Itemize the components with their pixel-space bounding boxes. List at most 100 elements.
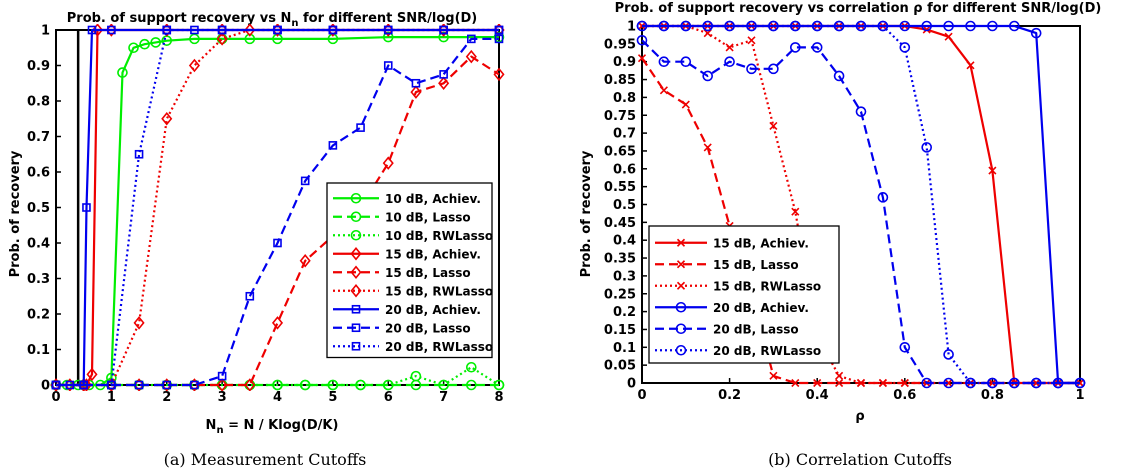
chart-b-xtick-label: 1 bbox=[1075, 388, 1084, 403]
chart-a-legend-label: 20 dB, RWLasso bbox=[385, 340, 493, 354]
chart-a-series-20-db-lasso-point bbox=[273, 238, 282, 248]
chart-a-ytick-label: 1 bbox=[41, 24, 50, 39]
chart-b-series-20-db-achiev-point bbox=[987, 20, 998, 32]
chart-b-legend-label: 20 dB, Achiev. bbox=[713, 301, 809, 315]
chart-a-series-20-db-rwlasso-point bbox=[162, 25, 172, 35]
chart-b-series-group bbox=[636, 20, 1086, 389]
chart-a-series-10-db-rwlasso-point bbox=[327, 379, 339, 391]
chart-a-series-20-db-lasso-point bbox=[328, 141, 338, 150]
chart-b-legend: 15 dB, Achiev. 15 dB, Lasso 15 dB, RWLasso… bbox=[648, 225, 840, 364]
chart-a-series-group bbox=[50, 24, 505, 391]
chart-b-series-15-db-achiev-point bbox=[922, 25, 931, 34]
chart-b-series-20-db-achiev-point bbox=[1030, 27, 1042, 39]
chart-a-title: Prob. of support recovery vs Nn for diff… bbox=[67, 11, 478, 29]
chart-b-legend-swatch-marker bbox=[675, 323, 687, 335]
chart-b-plot-area: 0 0.2 0.4 0.6 0.8 100.050.10.150.20.250.30.35… bbox=[604, 20, 1086, 403]
chart-b-series-20-db-rwlasso-point bbox=[855, 20, 867, 32]
chart-b-ytick-label: 0 bbox=[627, 377, 636, 392]
chart-a-legend-swatch-marker bbox=[350, 283, 362, 298]
chart-a-xtick-label: 3 bbox=[218, 390, 227, 405]
chart-a-legend-swatch-marker bbox=[351, 323, 361, 333]
chart-a-series-10-db-rwlasso-point bbox=[493, 379, 505, 391]
chart-b-ytick-label: 0.6 bbox=[613, 162, 636, 177]
chart-a-series-20-db-rwlasso-point bbox=[51, 380, 61, 390]
chart-a-legend-swatch-marker bbox=[350, 229, 362, 241]
chart-b-legend-label: 15 dB, RWLasso bbox=[713, 279, 821, 293]
chart-a-ytick-label: 0.5 bbox=[27, 201, 50, 216]
chart-b-series-15-db-achiev-point bbox=[944, 32, 953, 41]
chart-a-series-15-db-lasso-point bbox=[382, 156, 394, 170]
chart-b-ytick-label: 0.95 bbox=[604, 37, 636, 52]
chart-a-caption: (a) Measurement Cutoffs bbox=[164, 450, 367, 469]
chart-b-series-15-db-lasso-point bbox=[637, 54, 647, 63]
chart-a-series-15-db-achiev-point bbox=[91, 24, 104, 37]
chart-b-ytick-label: 0.2 bbox=[613, 305, 636, 320]
chart-a-series-20-db-achiev-point bbox=[107, 25, 116, 35]
chart-a-ytick-label: 0 bbox=[41, 379, 50, 394]
chart-b-ytick-label: 0.45 bbox=[604, 216, 636, 231]
chart-a-ytick-label: 0.9 bbox=[27, 59, 50, 74]
chart-b-title: Prob. of support recovery vs correlation… bbox=[615, 1, 1102, 16]
chart-a-xtick-label: 1 bbox=[107, 390, 116, 405]
chart-b-series-20-db-rwlasso-point bbox=[921, 142, 933, 153]
chart-b-series-15-db-rwlasso-point bbox=[856, 378, 866, 388]
chart-b-series-20-db-lasso-point bbox=[855, 106, 867, 117]
chart-a-legend: 10 dB, Achiev. 10 dB, Lasso 10 dB, RWLasso… bbox=[326, 182, 493, 359]
chart-b-series-15-db-rwlasso-line bbox=[642, 24, 1080, 385]
chart-a-series-20-db-rwlasso-point bbox=[217, 25, 227, 35]
chart-a-series-15-db-lasso-point bbox=[271, 316, 284, 330]
chart-a-series-10-db-achiev-point bbox=[189, 33, 200, 45]
chart-a-series-20-db-lasso-point bbox=[439, 70, 448, 79]
chart-b-series-20-db-lasso-point bbox=[811, 42, 823, 53]
chart-a-ylabel: Prob. of recovery bbox=[8, 150, 23, 277]
chart-b-series-20-db-rwlasso-point bbox=[1008, 377, 1020, 389]
chart-a-xlabel: Nn = N / Klog(D/K) bbox=[206, 418, 339, 436]
chart-b-series-20-db-lasso-line bbox=[641, 39, 1080, 385]
chart-a-series-20-db-rwlasso-line bbox=[56, 28, 499, 387]
chart-b-ytick-label: 0.7 bbox=[613, 127, 636, 142]
chart-b-series-20-db-rwlasso-point bbox=[943, 349, 954, 360]
chart-a-series-15-db-rwlasso-point bbox=[161, 111, 173, 126]
chart-a-series-15-db-lasso-point bbox=[410, 85, 422, 99]
chart-b-series-20-db-achiev-point bbox=[965, 20, 976, 32]
chart-a-series-10-db-rwlasso-point bbox=[466, 361, 477, 373]
chart-correlation-cutoffs: Prob. of support recovery vs correlation… bbox=[579, 1, 1101, 469]
chart-a-series-20-db-lasso-point bbox=[356, 123, 365, 132]
chart-b-series-20-db-lasso-point bbox=[658, 56, 670, 68]
chart-a-legend-swatch-marker bbox=[350, 211, 362, 223]
chart-a-legend-label: 15 dB, RWLasso bbox=[385, 284, 493, 298]
chart-a-series-10-db-lasso-point bbox=[466, 379, 477, 391]
chart-a-xtick-label: 4 bbox=[273, 390, 282, 405]
chart-b-series-20-db-rwlasso-point bbox=[1052, 377, 1064, 389]
chart-b-series-20-db-achiev-point bbox=[943, 20, 954, 32]
chart-b-series-20-db-lasso-point bbox=[877, 192, 889, 203]
chart-b-series-20-db-rwlasso-point bbox=[702, 20, 714, 32]
chart-b-series-20-db-lasso-point bbox=[746, 63, 757, 75]
chart-b-series-20-db-lasso-point bbox=[724, 56, 735, 68]
chart-a-series-10-db-achiev-point bbox=[128, 42, 139, 54]
chart-a-legend-swatch-marker bbox=[350, 246, 362, 261]
chart-b-ytick-label: 0.1 bbox=[613, 341, 636, 356]
chart-a-series-20-db-rwlasso-point bbox=[328, 25, 338, 35]
chart-a-series-20-db-rwlasso-point bbox=[273, 25, 282, 35]
chart-b-series-15-db-rwlasso-point bbox=[703, 29, 712, 38]
chart-a-plot-area: 0 1 2 3 4 5 6 7 8 0 0.1 0.2 0.3 0.4 0.5 0.6 0.7 0.8 0.9 1 10… bbox=[27, 24, 505, 405]
chart-a-xtick-label: 8 bbox=[494, 390, 503, 405]
chart-b-series-20-db-rwlasso-point bbox=[877, 20, 889, 32]
chart-a-legend-label: 10 dB, RWLasso bbox=[385, 229, 493, 243]
chart-b-series-20-db-achiev-line bbox=[642, 24, 1080, 385]
chart-a-series-15-db-lasso-point bbox=[438, 76, 450, 91]
chart-a-series-20-db-rwlasso-point bbox=[190, 25, 199, 35]
chart-a-xtick-label: 7 bbox=[439, 390, 448, 405]
chart-a-series-15-db-lasso-point bbox=[244, 378, 256, 391]
chart-b-legend-label: 20 dB, RWLasso bbox=[713, 344, 821, 358]
chart-b-legend-label: 15 dB, Lasso bbox=[713, 258, 799, 272]
chart-a-ytick-label: 0.7 bbox=[27, 130, 50, 145]
chart-a-series-20-db-lasso-line bbox=[56, 37, 499, 387]
chart-b-series-20-db-rwlasso-point bbox=[833, 20, 845, 32]
chart-b-series-15-db-rwlasso-point bbox=[725, 43, 734, 52]
chart-a-legend-swatch-marker bbox=[351, 304, 361, 314]
chart-b-series-20-db-lasso-point bbox=[702, 70, 714, 82]
chart-a-ytick-label: 0.6 bbox=[27, 166, 50, 181]
chart-b-caption: (b) Correlation Cutoffs bbox=[768, 450, 952, 469]
